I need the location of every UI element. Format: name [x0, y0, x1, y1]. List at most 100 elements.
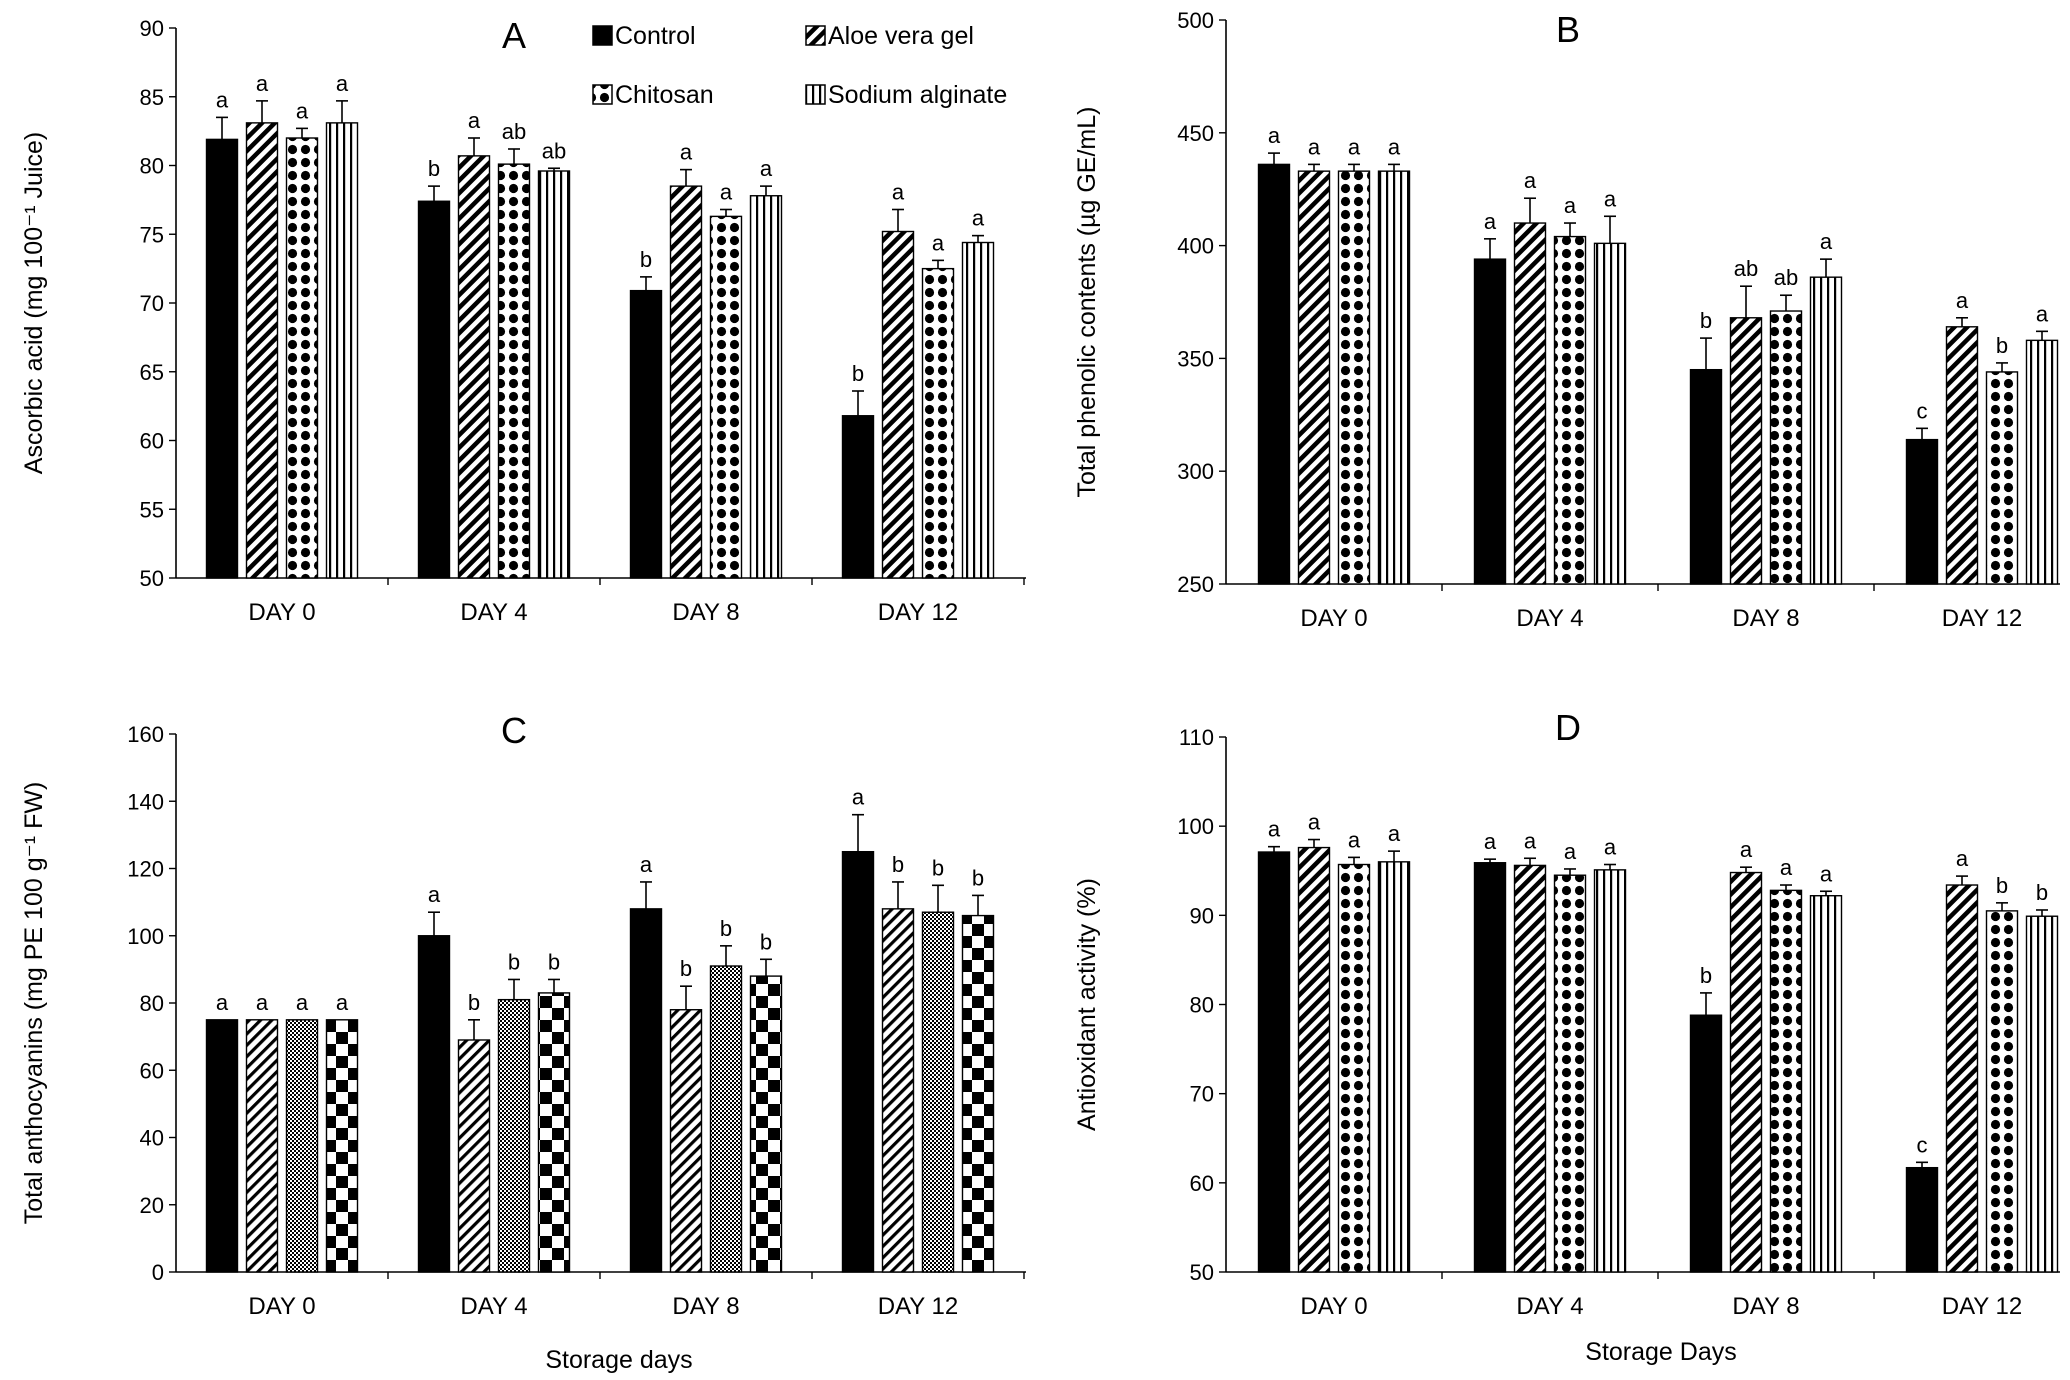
y-axis-label: Total phenolic contents (µg GE/mL)	[1073, 107, 1101, 498]
bar-aloe-vera-gel-day-12	[881, 230, 915, 579]
significance-letter: a	[2036, 301, 2049, 326]
y-tick-label: 140	[127, 789, 164, 814]
significance-letter: a	[1268, 817, 1281, 842]
legend-item-aloe-vera-gel: Aloe vera gel	[805, 22, 974, 50]
legend-swatch-chitosan	[592, 84, 613, 105]
legend-swatch-control	[592, 25, 613, 46]
bar-sodium-alginate-day-8	[1809, 895, 1843, 1273]
bar-sodium-alginate-day-0	[1377, 861, 1411, 1273]
bar-chitosan-day-4	[1553, 235, 1587, 585]
x-axis-label: Storage Days	[1585, 1338, 1736, 1366]
significance-letter: b	[1996, 873, 2008, 898]
y-axis-label: Antioxidant activity (%)	[1073, 878, 1101, 1131]
bar-control-day-0	[1257, 163, 1291, 585]
significance-letter: b	[548, 949, 560, 974]
svg-text:D: D	[1555, 707, 1581, 748]
y-tick-label: 50	[140, 566, 164, 591]
bar-control-day-0	[205, 138, 239, 579]
significance-letter: b	[1700, 963, 1712, 988]
bar-control-day-8	[629, 908, 663, 1273]
bar-control-day-12	[841, 850, 875, 1273]
bar-sodium-alginate-day-4	[1593, 869, 1627, 1273]
bar-aloe-vera-gel-day-0	[245, 1019, 279, 1273]
y-tick-label: 85	[140, 85, 164, 110]
y-tick-label: 60	[140, 1058, 164, 1083]
y-tick-label: 0	[152, 1260, 164, 1285]
significance-letter: a	[468, 108, 481, 133]
bar-aloe-vera-gel-day-0	[1297, 846, 1331, 1273]
significance-letter: a	[972, 206, 985, 231]
significance-letter: b	[1996, 333, 2008, 358]
bar-chitosan-day-12	[921, 267, 955, 579]
y-tick-label: 60	[1190, 1171, 1214, 1196]
legend-label-control: Control	[615, 22, 696, 50]
significance-letter: a	[1308, 810, 1321, 835]
significance-letter: a	[256, 71, 269, 96]
bar-control-day-12	[1905, 438, 1939, 585]
x-tick-label-day-8: DAY 8	[672, 599, 739, 626]
significance-letter: b	[680, 956, 692, 981]
legend-item-sodium-alginate: Sodium alginate	[805, 81, 1007, 109]
significance-letter: a	[1348, 827, 1361, 852]
y-tick-label: 120	[127, 857, 164, 882]
bar-aloe-vera-gel-day-12	[1945, 326, 1979, 585]
legend: Control Aloe vera gel Chitosan Sodium al…	[592, 22, 1007, 109]
significance-letter: a	[680, 140, 693, 165]
bar-chitosan-day-12	[1985, 910, 2019, 1273]
bar-aloe-vera-gel-day-4	[1513, 864, 1547, 1273]
y-tick-label: 100	[1177, 814, 1214, 839]
bar-control-day-12	[1905, 1166, 1939, 1273]
significance-letter: a	[1348, 134, 1361, 159]
bar-chitosan-day-8	[1769, 310, 1803, 585]
bar-sodium-alginate-day-12	[2025, 339, 2059, 585]
x-tick-label-day-4: DAY 4	[1516, 1293, 1583, 1320]
significance-letter: a	[1308, 134, 1321, 159]
bar-control-day-4	[1473, 258, 1507, 585]
significance-letter: b	[852, 361, 864, 386]
significance-letter: b	[720, 916, 732, 941]
y-tick-label: 55	[140, 497, 164, 522]
bar-aloe-vera-gel-day-8	[669, 185, 703, 579]
significance-letter: ab	[502, 119, 526, 144]
bar-control-day-12	[841, 415, 875, 579]
panel-d: 50 60 70 80 90 100 110 Antioxidant activity (%)…	[1073, 725, 2060, 1366]
bar-sodium-alginate-day-12	[961, 241, 995, 579]
significance-letter: a	[296, 98, 309, 123]
bar-sodium-alginate-day-4	[1593, 242, 1627, 585]
x-tick-label-day-8: DAY 8	[1732, 605, 1799, 632]
x-tick-label-day-12: DAY 12	[1942, 605, 2023, 632]
y-tick-label: 65	[140, 360, 164, 385]
bar-chitosan-day-12	[921, 911, 955, 1273]
bar-control-day-4	[1473, 862, 1507, 1273]
significance-letter: b	[892, 852, 904, 877]
bar-aloe-vera-gel-day-12	[881, 908, 915, 1273]
bar-aloe-vera-gel-day-0	[1297, 170, 1331, 585]
svg-text:A: A	[502, 15, 526, 56]
panel-b: 250 300 350 400 450 500 Total phenolic content…	[1073, 8, 2060, 632]
bar-control-day-4	[417, 935, 451, 1273]
significance-letter: c	[1917, 398, 1928, 423]
panel-letter-a: A	[502, 15, 526, 56]
significance-letter: b	[640, 247, 652, 272]
panel-c: 0 20 40 60 80 100 120 140 160 Total anthocyanins …	[20, 722, 1026, 1374]
bar-aloe-vera-gel-day-8	[1729, 871, 1763, 1273]
x-tick-label-day-8: DAY 8	[672, 1293, 739, 1320]
bar-control-day-8	[1689, 1014, 1723, 1273]
panel-letter-c: C	[501, 710, 527, 751]
y-tick-label: 40	[140, 1126, 164, 1151]
significance-letter: a	[1524, 168, 1537, 193]
bar-aloe-vera-gel-day-4	[457, 1039, 491, 1273]
x-tick-label-day-0: DAY 0	[248, 599, 315, 626]
bar-aloe-vera-gel-day-8	[669, 1009, 703, 1273]
x-tick-label-day-0: DAY 0	[1300, 605, 1367, 632]
x-tick-label-day-12: DAY 12	[1942, 1293, 2023, 1320]
bar-sodium-alginate-day-8	[749, 195, 783, 579]
bar-sodium-alginate-day-4	[537, 170, 571, 579]
significance-letter: a	[1268, 123, 1281, 148]
significance-letter: a	[1820, 861, 1833, 886]
significance-letter: b	[932, 855, 944, 880]
significance-letter: c	[1917, 1132, 1928, 1157]
svg-text:C: C	[501, 710, 527, 751]
significance-letter: a	[1524, 828, 1537, 853]
